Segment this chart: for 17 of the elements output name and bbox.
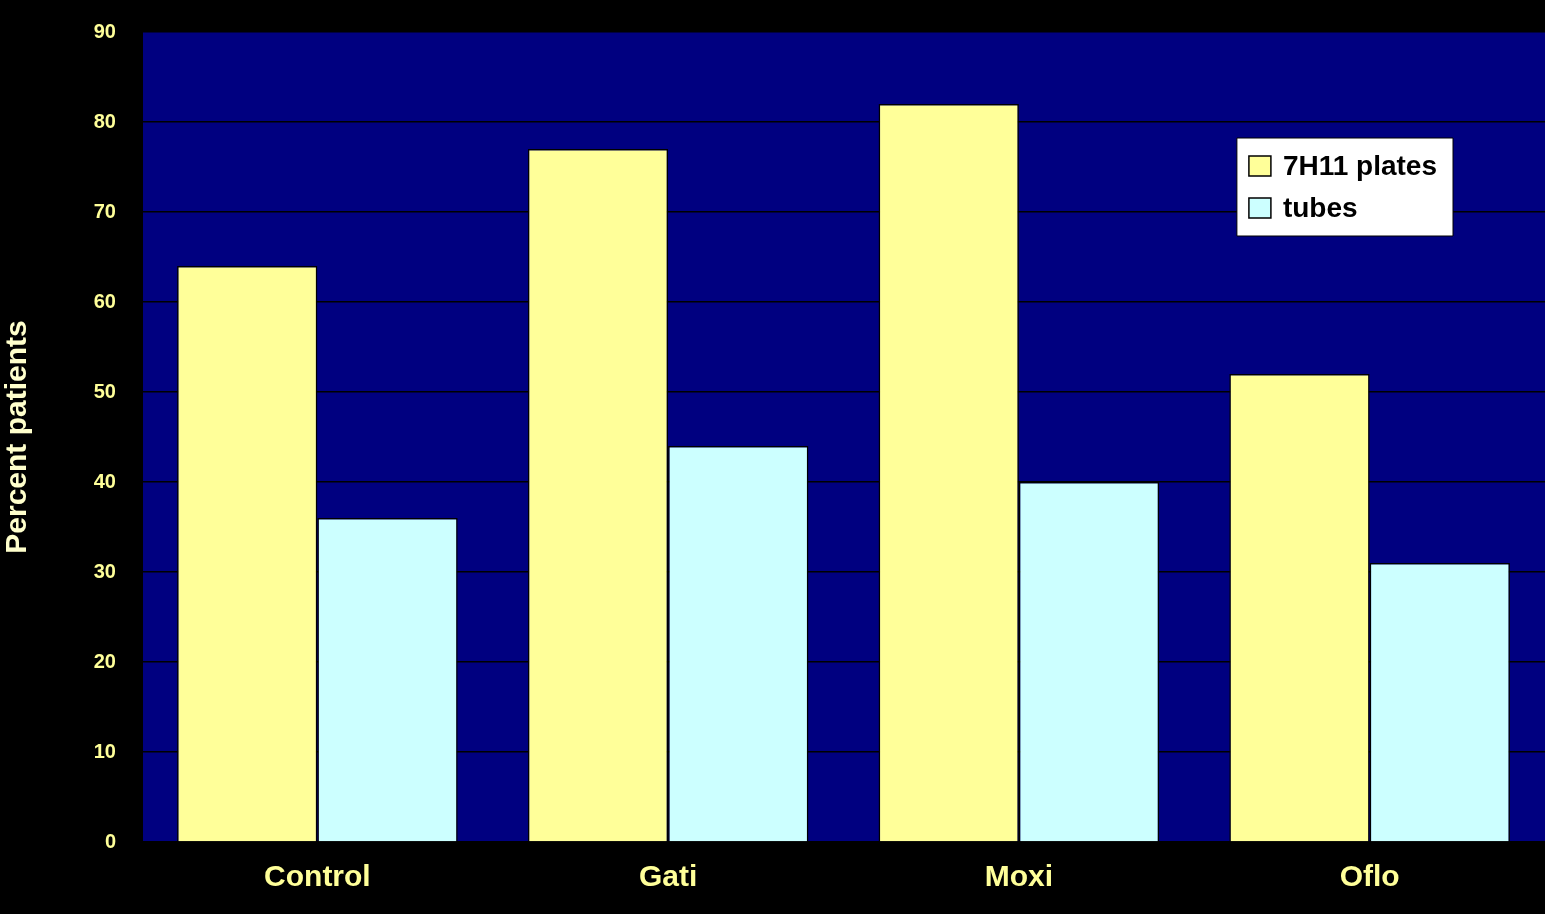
x-tick-label: Oflo <box>1339 859 1400 893</box>
y-tick-label: 10 <box>93 739 116 762</box>
y-tick-label: 70 <box>93 199 116 222</box>
y-tick-label: 80 <box>93 109 116 132</box>
y-tick-label: 20 <box>93 649 116 672</box>
x-tick-label: Control <box>264 859 371 893</box>
y-tick-label: 60 <box>93 289 116 312</box>
y-tick-label: 0 <box>104 829 116 852</box>
y-tick-label: 90 <box>93 19 116 42</box>
y-tick-label: 40 <box>93 469 116 492</box>
y-tick-label: 30 <box>93 559 116 582</box>
legend-label: tubes <box>1282 191 1358 223</box>
x-tick-label: Moxi <box>984 859 1054 893</box>
legend-label: 7H11 plates <box>1282 149 1438 181</box>
x-tick-label: Gati <box>638 859 698 893</box>
y-tick-label: 50 <box>93 379 116 402</box>
y-axis-title: Percent patients <box>0 320 33 554</box>
